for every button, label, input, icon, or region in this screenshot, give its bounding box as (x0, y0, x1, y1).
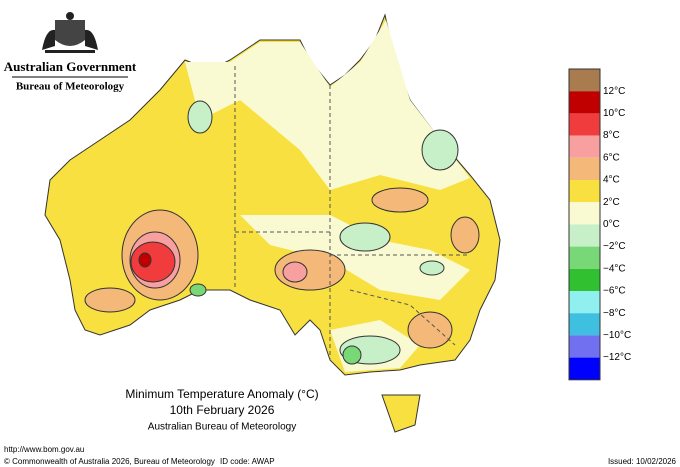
legend-swatch (569, 357, 600, 380)
cool-anomaly (342, 345, 362, 365)
orange-anomaly (371, 187, 429, 213)
map-title: Minimum Temperature Anomaly (°C) (125, 387, 318, 401)
legend-swatch (569, 335, 600, 358)
map-source: Australian Bureau of Meteorology (148, 422, 296, 433)
legend-swatch (569, 268, 600, 291)
dark-red-anomaly (138, 252, 152, 268)
pink-anomaly (282, 261, 308, 283)
tasmania (381, 394, 421, 433)
cream-area-central (240, 215, 470, 300)
map (44, 13, 501, 433)
legend-label: −2°C (603, 241, 626, 252)
legend-frame (568, 68, 601, 381)
cream-area-north (185, 20, 470, 190)
government-name: Australian Government (4, 59, 137, 74)
legend-label: 6°C (603, 152, 620, 163)
footer-issued: Issued: 10/02/2026 (608, 457, 677, 466)
legend-swatch (569, 69, 600, 92)
cool-anomaly (421, 129, 459, 171)
state-borders (234, 66, 470, 360)
cool-anomaly (419, 260, 445, 276)
legend-swatch (569, 246, 600, 269)
cool-anomaly (339, 222, 391, 252)
legend: 12°C 10°C 8°C 6°C 4°C 2°C 0°C −2°C −4°C −6°C −8°C −… (568, 68, 631, 381)
orange-anomaly (450, 216, 480, 254)
crest (42, 12, 98, 53)
legend-label: −6°C (603, 286, 626, 297)
footer-id: ID code: AWAP (220, 457, 275, 466)
legend-label: −12°C (603, 352, 631, 363)
map-date: 10th February 2026 (170, 403, 275, 417)
agency-name: Bureau of Meteorology (16, 81, 125, 93)
legend-swatch (569, 313, 600, 336)
legend-label: 8°C (603, 130, 620, 141)
footer-url: http://www.bom.gov.au (4, 445, 84, 454)
legend-swatch (569, 157, 600, 180)
footer-copyright: © Commonwealth of Australia 2026, Bureau… (4, 457, 215, 466)
legend-swatch (569, 224, 600, 247)
legend-swatch (569, 135, 600, 158)
legend-swatch (569, 91, 600, 114)
legend-label: −10°C (603, 330, 631, 341)
orange-anomaly (407, 311, 453, 349)
legend-swatch (569, 113, 600, 136)
legend-label: −4°C (603, 263, 626, 274)
legend-label: 2°C (603, 197, 620, 208)
legend-swatch (569, 180, 600, 203)
legend-label: 12°C (603, 86, 625, 97)
legend-label: −8°C (603, 308, 626, 319)
orange-anomaly (84, 287, 136, 313)
legend-label: 10°C (603, 108, 625, 119)
red-anomaly (130, 241, 176, 283)
legend-label: 4°C (603, 175, 620, 186)
legend-swatch (569, 291, 600, 314)
cool-anomaly (189, 283, 207, 297)
legend-label: 0°C (603, 219, 620, 230)
legend-swatch (569, 202, 600, 225)
cool-anomaly (187, 100, 213, 134)
